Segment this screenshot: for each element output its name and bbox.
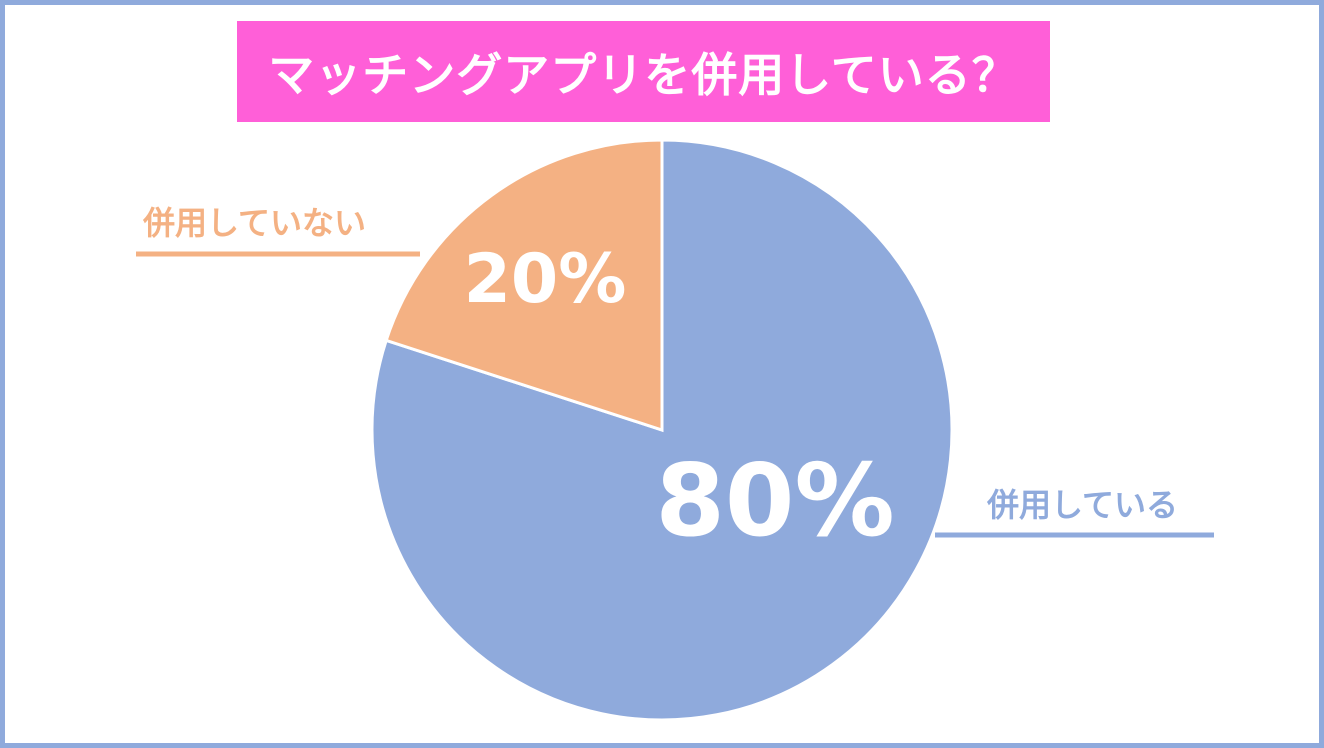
slice-value-label-1: 80% xyxy=(655,442,894,559)
chart-title-box: マッチングアプリを併用している？ xyxy=(237,21,1050,122)
slice-labels: 80% 併用している 20% 併用していない xyxy=(142,204,1178,559)
chart-title: マッチングアプリを併用している？ xyxy=(268,47,1019,102)
pie-slice-2 xyxy=(384,138,664,433)
category-label-1: 併用している xyxy=(986,486,1178,524)
leader-lines xyxy=(136,251,1214,538)
pie-slices xyxy=(370,138,954,722)
slice-value-label-2: 20% xyxy=(464,240,627,319)
category-label-2: 併用していない xyxy=(142,204,366,242)
